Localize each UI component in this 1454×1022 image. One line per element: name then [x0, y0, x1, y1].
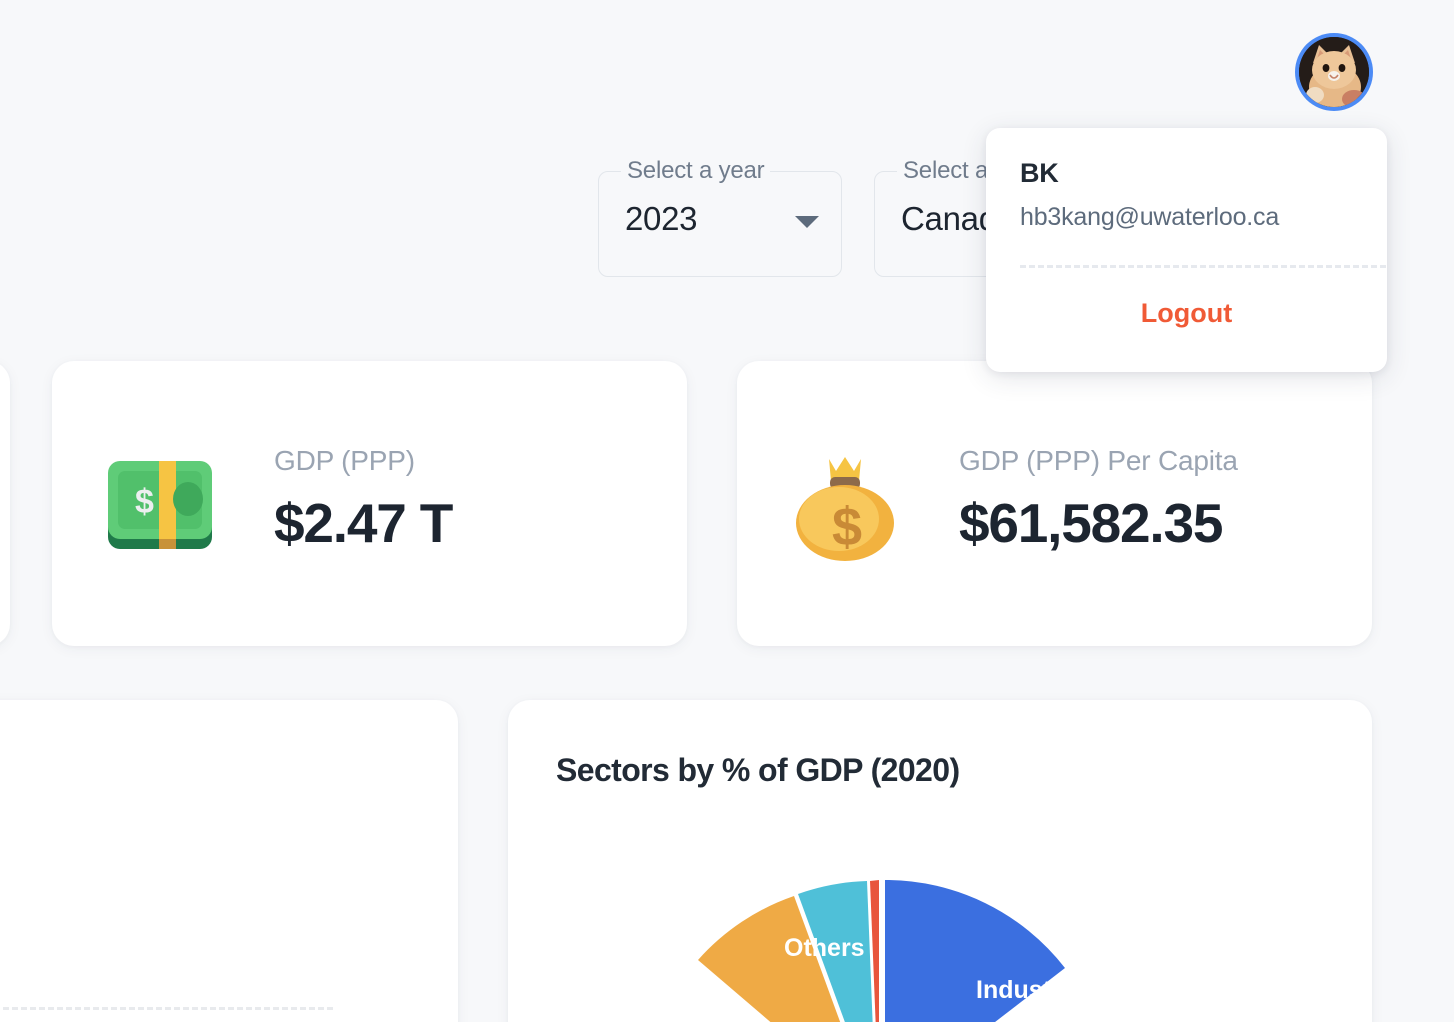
- chart-card-sectors: Sectors by % of GDP (2020) Industry Othe…: [508, 700, 1372, 1022]
- svg-text:$: $: [832, 497, 862, 557]
- account-name: BK: [1020, 158, 1059, 188]
- year-select[interactable]: Select a year 2023: [598, 157, 842, 277]
- chart-title: Sectors by % of GDP (2020): [556, 752, 960, 788]
- logout-button[interactable]: Logout: [986, 298, 1387, 329]
- account-dropdown-menu: BK hb3kang@uwaterloo.ca Logout: [986, 128, 1387, 372]
- stat-label: GDP (PPP): [274, 445, 415, 476]
- pie-slice-label-industry: Industry: [976, 976, 1075, 1004]
- money-bag-emoji: $: [789, 453, 901, 563]
- svg-text:$: $: [135, 483, 154, 521]
- avatar: [1299, 37, 1369, 107]
- account-email: hb3kang@uwaterloo.ca: [1020, 203, 1280, 231]
- pie-slice-label-others: Others: [784, 934, 865, 962]
- stat-label: GDP (PPP) Per Capita: [959, 445, 1238, 476]
- banknote-emoji: $: [104, 453, 216, 553]
- menu-divider: [1020, 265, 1387, 268]
- stat-value: $61,582.35: [959, 492, 1223, 554]
- stat-card-gdp-ppp-per-capita: $ GDP (PPP) Per Capita $61,582.35: [737, 361, 1372, 646]
- chart-gridline: [0, 1007, 333, 1010]
- year-select-value: 2023: [625, 200, 698, 237]
- stat-card-gdp-ppp: $ GDP (PPP) $2.47 T: [52, 361, 687, 646]
- chevron-down-icon: [795, 216, 819, 228]
- sectors-pie-chart[interactable]: Industry Others: [638, 870, 1158, 1022]
- stat-value: $2.47 T: [274, 492, 453, 554]
- avatar-button[interactable]: [1295, 33, 1373, 111]
- chart-card-left: [0, 700, 458, 1022]
- year-select-label: Select a year: [621, 157, 771, 185]
- stat-card-previous-peek: [0, 361, 10, 646]
